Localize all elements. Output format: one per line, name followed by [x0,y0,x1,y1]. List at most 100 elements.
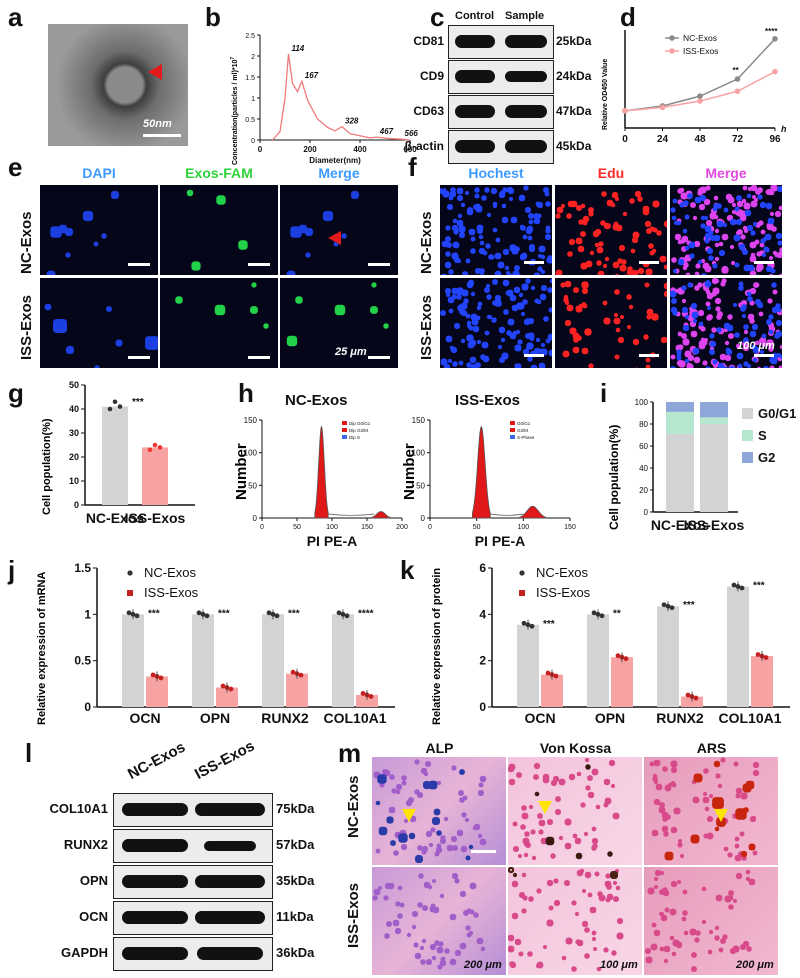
peak-label: 328 [345,117,359,126]
bar-ISS-Exos [611,657,633,707]
col-nc-l: NC-Exos [125,738,189,784]
row-nc-e: NC-Exos [18,211,35,274]
yellow-arrow-icon [538,801,552,814]
data-point [599,613,605,619]
legend-swatch [342,421,347,425]
bar-ISS-Exos [286,673,308,707]
h-title-nc: NC-Exos [285,392,348,409]
band-sample [505,140,547,153]
kda-label-2: 35kDa [276,873,315,888]
red-arrow-icon [148,64,162,80]
x-tick-label: NC-Exos [86,510,145,526]
blot-row-label-1: RUNX2 [63,837,108,852]
kda-label-0: 75kDa [276,801,315,816]
y-axis-label: Concentration(particles / ml)*107 [230,57,239,165]
data-point [150,672,156,678]
bar-NC-Exos [657,606,679,707]
data-point [196,610,202,616]
y-tick-label: 80 [639,420,648,429]
y-tick-label: 2.5 [245,33,255,40]
stack-S [700,417,728,424]
legend-label: NC-Exos [144,565,197,580]
x-axis-label: PI PE-A [475,533,526,549]
flow-histogram-iss: 0 50 100 150 0 50 100 150 G0/G1 G2/M S-Phase PI PE-… [401,416,576,549]
g0g1-peak [471,425,491,519]
panel-label-i: i [600,378,608,408]
x-tick-label: 400 [353,145,367,154]
x-unit-label: h [781,124,787,134]
y-tick-label: 0 [251,138,255,145]
data-point [112,399,118,405]
x-tick-label: NC-Exos [651,517,710,533]
data-point [204,613,210,619]
x-tick-label: 72 [732,134,744,145]
legend-swatch [742,408,753,419]
y-axis-label: Cell population(%) [41,418,53,515]
y-axis-label: Relative expression of mRNA [36,572,48,725]
scale-bar [639,261,659,264]
h-title-iss: ISS-Exos [455,392,521,409]
legend-marker [519,570,525,576]
data-point [290,669,296,675]
y-tick-label: 0 [84,700,91,714]
y-tick-label: 30 [69,428,79,438]
x-tick-label: ISS-Exos [684,517,745,533]
band-control [455,35,495,48]
band-control [455,140,495,153]
peak-label: 114 [292,44,305,53]
y-tick-label: 50 [248,481,257,490]
flow-histogram-nc: 0 50 100 150 0 50 100 150 200 Dip G0/G1 Dip G2/M Di… [233,416,408,549]
sig-annotation: *** [218,608,230,619]
panel-label-c: c [430,2,445,32]
scale-label-m-1: 100 μm [600,959,638,971]
data-point [266,610,272,616]
y-axis-label-exp: 7 [230,57,236,60]
legend-label: G0/G1 [758,406,796,421]
y-tick-label: 20 [639,486,648,495]
x-tick-label: 48 [694,134,706,145]
y-axis-label: Cell population(%) [607,425,621,530]
x-tick-label: 0 [428,524,432,531]
cell-cluster [42,187,44,189]
legend-marker [127,590,133,596]
y-tick-label: 60 [639,442,648,451]
y-tick-label: 0.5 [74,654,91,668]
cell-cluster [442,187,444,189]
x-tick-label: RUNX2 [656,710,704,726]
band-iss [195,911,265,924]
x-tick-label: 600 [403,145,417,154]
scale-bar [524,261,544,264]
s-phase-curve [490,513,524,516]
y-tick-label: 100 [635,398,649,407]
sig-annotation: **** [358,608,374,619]
protein-chart: 0 2 4 6 OCN *** OPN ** RUNX2 *** COL10A1 *** NC-Exos… [431,561,790,726]
y-tick-label: 0 [421,514,426,523]
tem-image: 50nm [48,24,188,146]
g2m-peak [518,505,547,519]
legend-swatch [510,421,515,425]
x-tick-label: ISS-Exos [125,510,186,526]
data-point [220,683,226,689]
legend-label: G2 [758,450,775,465]
legend-swatch [510,435,515,439]
sig-annotation: ** [733,66,740,75]
legend-label: G0/G1 [517,421,531,426]
data-point [529,623,535,629]
bar-NC-Exos [727,586,749,707]
scale-bar [248,356,270,359]
x-tick-label: COL10A1 [718,710,781,726]
micrograph-e-1-1 [160,278,278,368]
col-sample: Sample [505,10,545,22]
y-tick-label: 50 [416,481,425,490]
data-point [739,585,745,591]
legend-label: S-Phase [517,435,535,440]
y-tick-label: 1.5 [74,561,91,575]
col-control: Control [455,10,495,22]
panel-label-h: h [238,378,254,408]
row-iss-m: ISS-Exos [345,882,362,948]
data-point [521,620,527,626]
y-tick-label: 1 [251,96,255,103]
sig-annotation: *** [753,581,765,592]
